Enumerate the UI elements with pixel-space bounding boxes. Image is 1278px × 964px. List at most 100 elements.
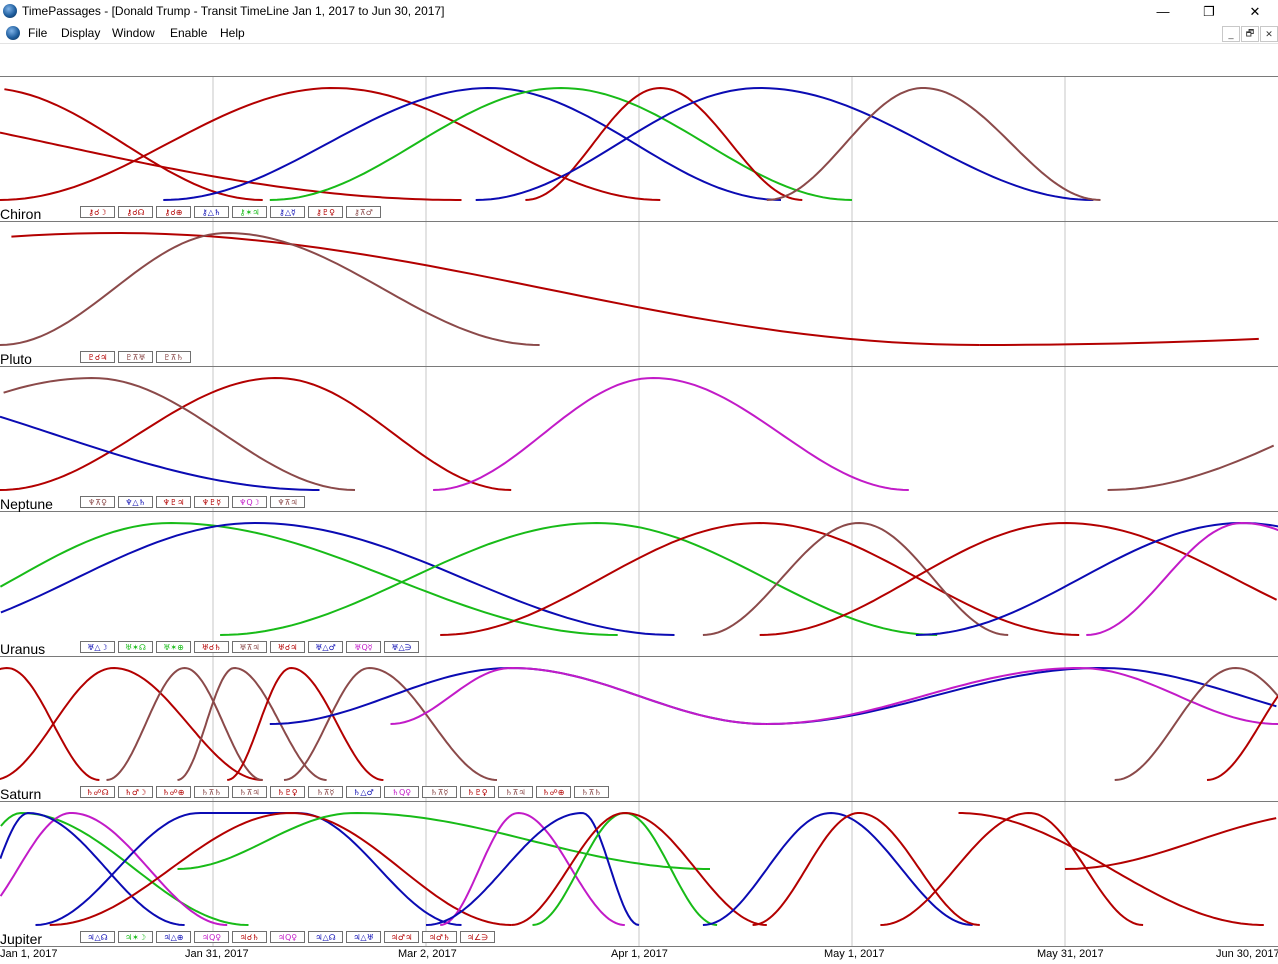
aspect-curve-jupiter[interactable] xyxy=(880,811,1144,926)
aspect-button[interactable]: ⚷△☿ xyxy=(270,206,305,218)
aspect-curve-uranus[interactable] xyxy=(759,521,1278,636)
aspect-curve-neptune[interactable] xyxy=(0,415,320,491)
aspect-curve-pluto[interactable] xyxy=(11,231,980,346)
menu-window[interactable]: Window xyxy=(112,26,155,40)
aspect-button[interactable]: ♄♇♀ xyxy=(270,786,305,798)
menu-display[interactable]: Display xyxy=(61,26,101,40)
aspect-button[interactable]: ♅☌♃ xyxy=(270,641,305,653)
aspect-curve-jupiter[interactable] xyxy=(958,812,1264,926)
aspect-button[interactable]: ♃△⊕ xyxy=(156,931,191,943)
aspect-button[interactable]: ♅✶⊕ xyxy=(156,641,191,653)
aspect-curve-saturn[interactable] xyxy=(1206,695,1278,781)
aspect-button[interactable]: ⚷♇♀ xyxy=(308,206,343,218)
aspect-button[interactable]: ♅△∋ xyxy=(384,641,419,653)
aspect-button[interactable]: ♆△♄ xyxy=(118,496,153,508)
aspect-button[interactable]: ⚷△♄ xyxy=(194,206,229,218)
aspect-button[interactable]: ♄⊼♄ xyxy=(574,786,609,798)
aspect-curve-saturn[interactable] xyxy=(766,667,1278,725)
aspect-button[interactable]: ♃☌♄ xyxy=(232,931,267,943)
aspect-curve-neptune[interactable] xyxy=(433,376,909,491)
aspect-button[interactable]: ♃△♅ xyxy=(346,931,381,943)
aspect-curve-saturn[interactable] xyxy=(1114,666,1278,781)
menu-help[interactable]: Help xyxy=(220,26,245,40)
aspect-button[interactable]: ♃Q♀ xyxy=(194,931,229,943)
aspect-button[interactable]: ♆⊼♃ xyxy=(270,496,305,508)
aspect-curve-saturn[interactable] xyxy=(269,666,767,725)
close-button[interactable]: ✕ xyxy=(1249,3,1261,19)
aspect-button[interactable]: ⚷☌⊕ xyxy=(156,206,191,218)
mdi-restore-button[interactable]: 🗗 xyxy=(1241,26,1259,42)
aspect-curve-neptune[interactable] xyxy=(0,376,512,491)
aspect-button[interactable]: ♄☍⊕ xyxy=(156,786,191,798)
aspect-button[interactable]: ⚷☌☽ xyxy=(80,206,115,218)
aspect-button[interactable]: ♅☌♄ xyxy=(194,641,229,653)
aspect-curve-chiron[interactable] xyxy=(163,86,782,201)
minimize-button[interactable]: — xyxy=(1156,4,1170,19)
aspect-curve-uranus[interactable] xyxy=(0,521,618,636)
aspect-curve-pluto[interactable] xyxy=(0,231,540,346)
aspect-button[interactable]: ⚷☌☊ xyxy=(118,206,153,218)
aspect-curve-uranus[interactable] xyxy=(440,521,1080,636)
aspect-button[interactable]: ♄☍☊ xyxy=(80,786,115,798)
aspect-curve-saturn[interactable] xyxy=(177,666,327,781)
aspect-curve-uranus[interactable] xyxy=(0,521,675,636)
aspect-button[interactable]: ♄⊼☿ xyxy=(422,786,457,798)
aspect-button[interactable]: ♃∠∋ xyxy=(460,931,495,943)
aspect-button[interactable]: ⚷✶♃ xyxy=(232,206,267,218)
aspect-curve-jupiter[interactable] xyxy=(1064,817,1277,870)
aspect-button[interactable]: ♃♂♄ xyxy=(422,931,457,943)
aspect-button[interactable]: ♄♇♀ xyxy=(460,786,495,798)
aspect-curve-jupiter[interactable] xyxy=(511,811,767,926)
aspect-curve-chiron[interactable] xyxy=(766,87,1101,201)
document-icon[interactable] xyxy=(6,26,20,40)
aspect-curve-jupiter[interactable] xyxy=(49,811,512,926)
aspect-curve-chiron[interactable] xyxy=(4,88,263,201)
aspect-button[interactable]: ♃△☊ xyxy=(308,931,343,943)
aspect-curve-jupiter[interactable] xyxy=(35,812,462,926)
aspect-curve-saturn[interactable] xyxy=(106,666,263,781)
aspect-button[interactable]: ♅△☽ xyxy=(80,641,115,653)
aspect-button[interactable]: ⚷⊼♂ xyxy=(346,206,381,218)
aspect-button[interactable]: ♅⊼♃ xyxy=(232,641,267,653)
aspect-curve-uranus[interactable] xyxy=(702,521,1009,636)
aspect-curve-neptune[interactable] xyxy=(1107,444,1275,491)
aspect-curve-chiron[interactable] xyxy=(0,131,462,201)
aspect-button[interactable]: ♆⊼♀ xyxy=(80,496,115,508)
aspect-button[interactable]: ♄Q♀ xyxy=(384,786,419,798)
aspect-curve-uranus[interactable] xyxy=(1086,521,1278,636)
aspect-button[interactable]: ♆♇♃ xyxy=(156,496,191,508)
aspect-button[interactable]: ♆Q☽ xyxy=(232,496,267,508)
aspect-button[interactable]: ♄☍⊕ xyxy=(536,786,571,798)
aspect-button[interactable]: ♃△☊ xyxy=(80,931,115,943)
aspect-button[interactable]: ♇⊼♅ xyxy=(118,351,153,363)
aspect-curve-saturn[interactable] xyxy=(227,666,384,781)
aspect-button[interactable]: ♄♂☽ xyxy=(118,786,153,798)
aspect-curve-saturn[interactable] xyxy=(766,666,1277,725)
aspect-button[interactable]: ♄⊼♄ xyxy=(194,786,229,798)
aspect-curve-saturn[interactable] xyxy=(390,666,767,725)
aspect-curve-jupiter[interactable] xyxy=(0,811,249,926)
aspect-button[interactable]: ♄⊼♃ xyxy=(232,786,267,798)
aspect-button[interactable]: ♇☌♃ xyxy=(80,351,115,363)
aspect-curve-pluto[interactable] xyxy=(979,337,1259,346)
aspect-button[interactable]: ♃Q♀ xyxy=(270,931,305,943)
aspect-button[interactable]: ♅△♂ xyxy=(308,641,343,653)
aspect-curve-jupiter[interactable] xyxy=(425,811,640,926)
aspect-button[interactable]: ♇⊼♄ xyxy=(156,351,191,363)
menu-enable[interactable]: Enable xyxy=(170,26,208,40)
menu-file[interactable]: File xyxy=(28,26,48,40)
aspect-button[interactable]: ♅Q☿ xyxy=(346,641,381,653)
app-icon[interactable] xyxy=(3,4,17,18)
aspect-button[interactable]: ♆♇☿ xyxy=(194,496,229,508)
mdi-minimize-button[interactable]: _ xyxy=(1222,26,1240,42)
aspect-button[interactable]: ♃✶☽ xyxy=(118,931,153,943)
aspect-curve-saturn[interactable] xyxy=(283,666,498,781)
aspect-curve-jupiter[interactable] xyxy=(752,812,980,926)
aspect-curve-saturn[interactable] xyxy=(0,666,100,781)
aspect-curve-jupiter[interactable] xyxy=(177,811,711,870)
aspect-curve-jupiter[interactable] xyxy=(0,811,185,926)
aspect-curve-chiron[interactable] xyxy=(525,86,803,201)
aspect-curve-jupiter[interactable] xyxy=(440,811,625,926)
aspect-curve-saturn[interactable] xyxy=(0,666,263,781)
aspect-curve-jupiter[interactable] xyxy=(702,811,973,926)
